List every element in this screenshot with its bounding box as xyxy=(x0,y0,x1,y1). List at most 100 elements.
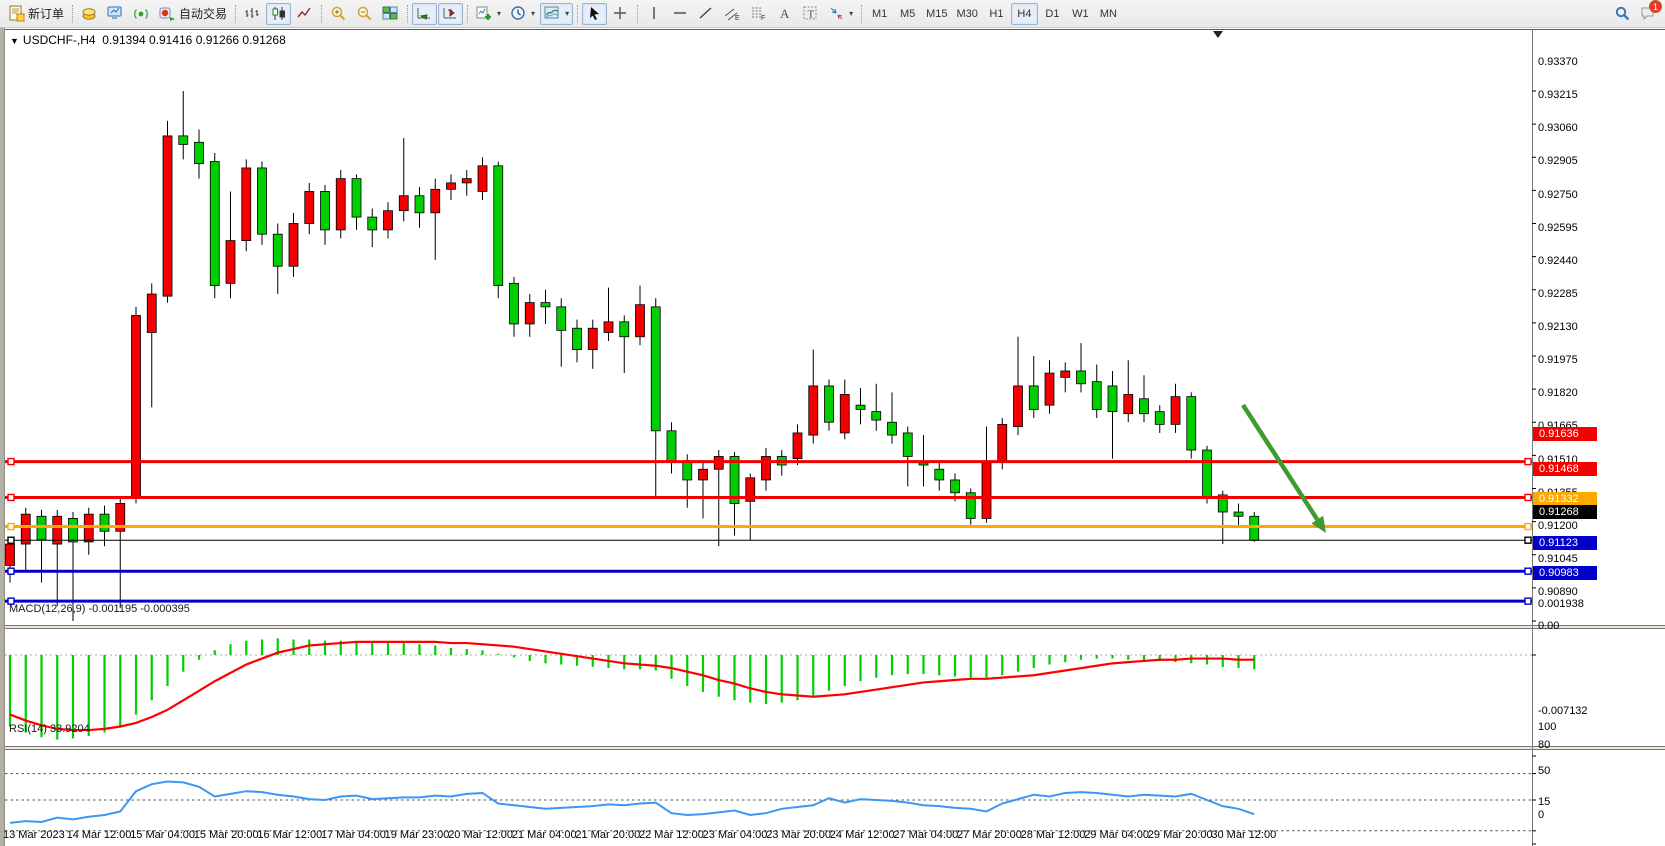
hline-price-tag: 0.91468 xyxy=(1533,462,1597,477)
timeframe-button-h4[interactable]: H4 xyxy=(1010,2,1038,25)
chevron-down-icon[interactable]: ▾ xyxy=(497,9,502,18)
timeframe-button-m1[interactable]: M1 xyxy=(871,7,888,20)
trendline-icon xyxy=(698,5,715,22)
macd-indicator-label: MACD(12,26,9) -0.001195 -0.000395 xyxy=(9,603,190,615)
chart-window: ▼ USDCHF-,H4 0.91394 0.91416 0.91266 0.91… xyxy=(0,28,1665,846)
timeframe-button-w1[interactable]: W1 xyxy=(1072,7,1089,20)
channel-icon: E xyxy=(724,5,741,22)
chart-shift-marker xyxy=(1213,31,1223,38)
toolbar-separator xyxy=(318,4,325,24)
rsi-axis-tick: 50 xyxy=(1538,765,1551,777)
chevron-down-icon[interactable]: ▾ xyxy=(531,9,536,18)
timeframe-button-h1[interactable]: H1 xyxy=(989,7,1004,20)
vline-tool-button[interactable] xyxy=(642,3,667,25)
price-axis-tick: 0.93060 xyxy=(1538,122,1578,135)
addchart-icon xyxy=(476,5,493,22)
svg-text:A: A xyxy=(780,6,790,21)
time-axis-label: 23 Mar 04:00 xyxy=(702,829,768,841)
toolbar-separator xyxy=(69,4,76,24)
timeframe-button-d1[interactable]: D1 xyxy=(1045,7,1060,20)
crosshair-tool-button[interactable] xyxy=(608,3,633,25)
price-axis-tick: 0.91200 xyxy=(1538,519,1578,532)
toolbar-separator xyxy=(858,4,865,24)
textA-icon: A xyxy=(776,5,793,22)
chart-canvas[interactable] xyxy=(0,28,1665,846)
search-button[interactable] xyxy=(1610,3,1635,25)
arrows-tool-button[interactable]: ▾ xyxy=(824,3,857,25)
time-axis-label: 27 Mar 04:00 xyxy=(893,829,959,841)
time-axis-label: 19 Mar 23:00 xyxy=(384,829,450,841)
arrows-icon xyxy=(828,5,845,22)
zoom-out-button[interactable] xyxy=(352,3,377,25)
macd-name: MACD(12,26,9) xyxy=(9,603,86,615)
rsi-axis-tick: 15 xyxy=(1538,795,1551,808)
price-axis-tick: 0.92130 xyxy=(1538,321,1578,333)
new-order-button[interactable]: 新订单 xyxy=(4,3,68,25)
chart-shift-button[interactable] xyxy=(438,2,464,25)
tiles-icon xyxy=(382,5,399,22)
timeframe-button-m30[interactable]: M30 xyxy=(956,7,978,20)
zoomout-icon xyxy=(356,5,373,22)
notification-badge: 1 xyxy=(1649,0,1662,13)
line-chart-type-button[interactable] xyxy=(292,3,317,25)
doc-icon xyxy=(8,5,25,22)
timeframe-button-mn[interactable]: MN xyxy=(1099,7,1117,20)
linechart-icon xyxy=(296,5,313,22)
chevron-down-icon[interactable]: ▾ xyxy=(849,9,854,18)
svg-text:T: T xyxy=(808,9,815,21)
time-axis-label: 21 Mar 04:00 xyxy=(511,829,577,841)
macd-axis-zero: 0.00 xyxy=(1538,620,1560,632)
fibonacci-tool-button[interactable]: F xyxy=(746,3,771,25)
main-toolbar: 新订单 自动交易 ▾ ▾ ▾ E F A T ▾ M1 M5 M15 M30 H1 H4 D1 W1 MN 1 xyxy=(0,0,1665,28)
timeframe-button-m15[interactable]: M15 xyxy=(926,7,948,20)
down-trend-arrow xyxy=(1241,403,1320,521)
macd-axis-max: 0.001938 xyxy=(1538,598,1584,610)
market-watch-icon-button[interactable] xyxy=(103,3,128,25)
trendline-tool-button[interactable] xyxy=(694,3,719,25)
toolbar-separator xyxy=(574,4,581,24)
hline-price-tag: 0.91332 xyxy=(1533,491,1597,506)
clock-icon xyxy=(510,5,527,22)
hline-tool-button[interactable] xyxy=(668,3,693,25)
toolbar-separator xyxy=(404,4,411,24)
macd-current-values: -0.001195 -0.000395 xyxy=(88,603,190,615)
text-tool-button[interactable]: A xyxy=(772,3,797,25)
chevron-down-icon[interactable]: ▼ xyxy=(10,36,19,46)
time-axis-label: 30 Mar 12:00 xyxy=(1211,829,1277,841)
rsi-indicator-label: RSI(14) 33.9204 xyxy=(9,723,90,735)
template-button[interactable]: ▾ xyxy=(540,2,574,25)
notifications-button[interactable]: 1 xyxy=(1636,0,1662,25)
time-axis-label: 28 Mar 12:00 xyxy=(1020,829,1086,841)
time-axis-label: 14 Mar 12:00 xyxy=(66,829,132,841)
timeframe-button-m5[interactable]: M5 xyxy=(899,7,916,20)
autotrade-icon xyxy=(159,5,176,22)
template-icon xyxy=(544,5,561,22)
candles-icon xyxy=(270,5,287,22)
candle-chart-type-button[interactable] xyxy=(266,2,292,25)
price-axis-tick: 0.92905 xyxy=(1538,155,1578,168)
autoscroll-icon xyxy=(416,5,433,22)
time-axis-label: 24 Mar 12:00 xyxy=(829,829,895,841)
crosshair-icon xyxy=(612,5,629,22)
label-tool-button[interactable]: T xyxy=(798,3,823,25)
auto-scroll-button[interactable] xyxy=(412,2,438,25)
price-axis-tick: 0.90890 xyxy=(1538,586,1578,598)
zoom-in-button[interactable] xyxy=(326,3,351,25)
deposit-icon-button[interactable] xyxy=(77,3,102,25)
cursor-tool-button[interactable] xyxy=(582,2,608,25)
auto-trading-button[interactable]: 自动交易 xyxy=(155,3,231,25)
period-select-button[interactable]: ▾ xyxy=(506,3,539,25)
chevron-down-icon[interactable]: ▾ xyxy=(565,9,570,18)
bar-chart-type-button[interactable] xyxy=(240,3,265,25)
bars-icon xyxy=(244,5,261,22)
channel-tool-button[interactable]: E xyxy=(720,3,745,25)
time-axis-label: 15 Mar 04:00 xyxy=(130,829,196,841)
time-axis-label: 22 Mar 12:00 xyxy=(639,829,704,841)
signals-icon-button[interactable] xyxy=(129,3,154,25)
new-chart-button[interactable]: ▾ xyxy=(472,3,505,25)
tile-windows-button[interactable] xyxy=(378,3,403,25)
time-axis-label: 13 Mar 2023 xyxy=(3,829,65,841)
chartshift-icon xyxy=(442,5,459,22)
chart-header: ▼ USDCHF-,H4 0.91394 0.91416 0.91266 0.91… xyxy=(10,33,286,47)
hline-price-tag: 0.90983 xyxy=(1533,566,1597,581)
